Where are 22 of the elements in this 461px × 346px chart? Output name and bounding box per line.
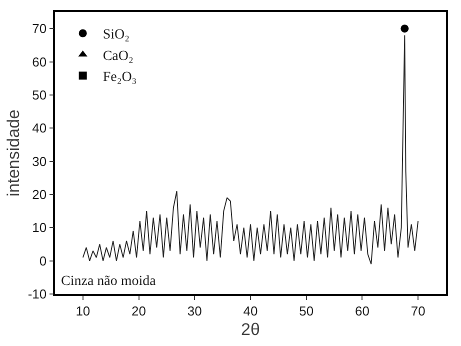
x-tick-label: 60: [354, 303, 370, 318]
x-tick-label: 50: [299, 303, 314, 318]
x-tick-label: 40: [243, 303, 258, 318]
y-axis-title: intensidade: [4, 110, 23, 196]
y-tick-label: 60: [32, 54, 47, 70]
y-tick-label: 70: [32, 21, 47, 36]
y-tick-label: 50: [32, 87, 47, 102]
y-tick-label: 10: [32, 220, 47, 236]
y-tick-label: -10: [28, 286, 47, 302]
legend-label: SiO₂: [102, 28, 130, 43]
x-tick-label: 70: [410, 303, 426, 318]
legend-label: CaO₂: [102, 48, 134, 64]
y-tick-label: 40: [32, 120, 47, 136]
annotation: Cinza não moida: [61, 274, 157, 289]
x-tick-label: 30: [187, 303, 202, 318]
y-tick-label: 30: [32, 154, 47, 169]
x-axis-title: 2θ: [241, 320, 260, 340]
x-tick-label: 10: [76, 303, 90, 318]
y-tick-label: 0: [39, 253, 47, 268]
x-tick-label: 20: [132, 303, 146, 318]
legend-label: Fe₂O₃: [102, 70, 137, 86]
y-tick-label: 20: [32, 187, 47, 202]
